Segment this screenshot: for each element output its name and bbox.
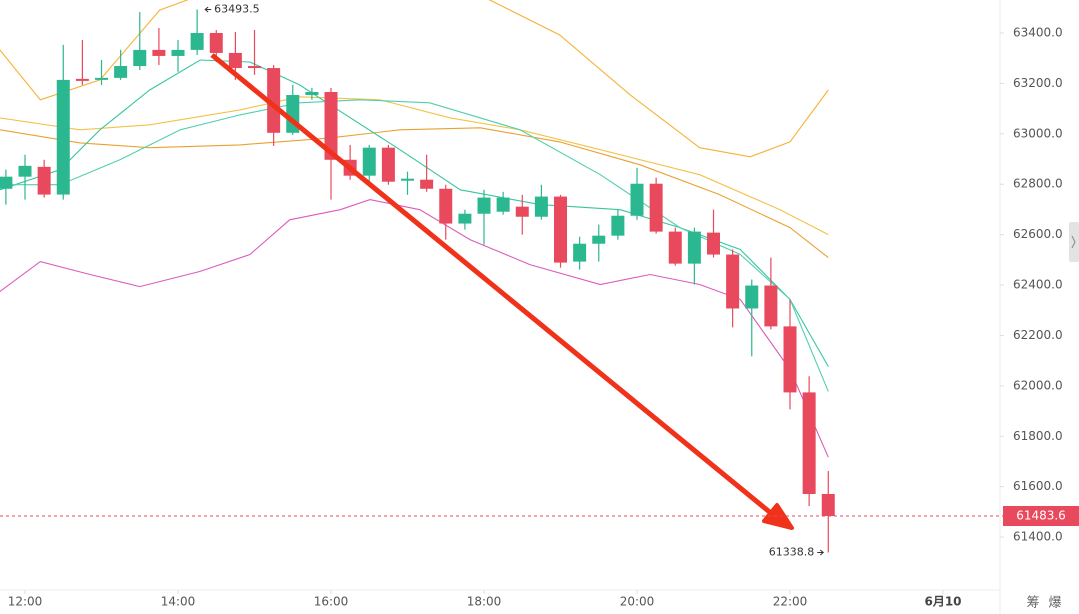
toolbar-button[interactable]: 爆 xyxy=(1048,596,1061,611)
y-tick-label: 62000.0 xyxy=(1013,378,1063,392)
candle-body xyxy=(75,78,89,81)
x-tick-label: 14:00 xyxy=(161,595,196,609)
candle-body xyxy=(324,91,338,160)
candle-body xyxy=(37,166,51,195)
candle-body xyxy=(248,66,262,69)
candle-body xyxy=(133,49,147,67)
x-tick-label: 12:00 xyxy=(8,595,43,609)
candle-body xyxy=(439,188,453,224)
candle-body xyxy=(783,326,797,393)
candle-body xyxy=(190,33,204,50)
candle-body xyxy=(95,77,109,80)
y-tick-label: 61600.0 xyxy=(1013,479,1063,493)
y-tick-label: 63000.0 xyxy=(1013,126,1063,140)
candle-body xyxy=(649,183,663,232)
candle-body xyxy=(630,183,644,216)
plot-area xyxy=(0,0,835,553)
low-marker-arrow xyxy=(817,549,825,556)
indicator-line xyxy=(0,59,829,367)
candle-body xyxy=(554,196,568,263)
toolbar-button[interactable]: 筹 xyxy=(1026,595,1039,611)
current-price-label: 61483.6 xyxy=(1016,509,1066,523)
candle-body xyxy=(668,231,682,264)
candle-body xyxy=(611,215,625,236)
indicator-line xyxy=(0,0,829,158)
high-marker-arrow xyxy=(204,6,212,13)
candle-body xyxy=(802,392,816,494)
candle-body xyxy=(687,231,701,264)
x-tick-label: 22:00 xyxy=(773,595,808,609)
candle-body xyxy=(745,285,759,309)
candle-body xyxy=(477,197,491,214)
candle-body xyxy=(496,197,510,212)
candle-body xyxy=(56,79,70,195)
candle-body xyxy=(534,196,548,217)
current-price-tag xyxy=(1003,506,1079,527)
candle-body xyxy=(420,179,434,189)
candle-body xyxy=(707,232,721,255)
candle-body xyxy=(152,49,166,56)
side-tab[interactable] xyxy=(1069,222,1079,262)
candle-body xyxy=(228,52,242,69)
candle-body xyxy=(821,493,835,517)
side-tab-icon xyxy=(1071,235,1076,249)
y-tick-label: 63400.0 xyxy=(1013,26,1063,40)
candle-body xyxy=(209,33,223,53)
candle-body xyxy=(267,68,281,133)
y-tick-label: 62800.0 xyxy=(1013,177,1063,191)
candle-body xyxy=(458,213,472,224)
candle-body xyxy=(515,206,529,217)
y-tick-label: 62200.0 xyxy=(1013,328,1063,342)
candle-body xyxy=(362,147,376,176)
low-marker-label: 61338.8 xyxy=(769,545,815,558)
candle-body xyxy=(764,285,778,327)
candle-body xyxy=(171,49,185,56)
x-tick-label: 18:00 xyxy=(467,595,502,609)
candle-body xyxy=(0,176,13,189)
x-tick-label: 20:00 xyxy=(620,595,655,609)
y-tick-label: 62600.0 xyxy=(1013,227,1063,241)
high-marker-label: 63493.5 xyxy=(214,2,260,15)
y-tick-label: 62400.0 xyxy=(1013,278,1063,292)
candle-body xyxy=(592,235,606,244)
y-tick-label: 61800.0 xyxy=(1013,429,1063,443)
indicator-line xyxy=(0,96,829,236)
indicator-line xyxy=(0,99,829,392)
candle-body xyxy=(18,165,32,177)
x-tick-label: 6月10 xyxy=(924,595,961,609)
candle-body xyxy=(305,91,319,96)
y-tick-label: 63200.0 xyxy=(1013,76,1063,90)
candle-body xyxy=(114,66,128,78)
candle-body xyxy=(401,178,415,181)
candle-body xyxy=(573,243,587,262)
candle-body xyxy=(726,254,740,309)
trend-arrow xyxy=(210,53,794,530)
indicator-line xyxy=(0,127,829,259)
candle-body xyxy=(381,147,395,182)
x-tick-label: 16:00 xyxy=(314,595,349,609)
y-tick-label: 61400.0 xyxy=(1013,530,1063,544)
